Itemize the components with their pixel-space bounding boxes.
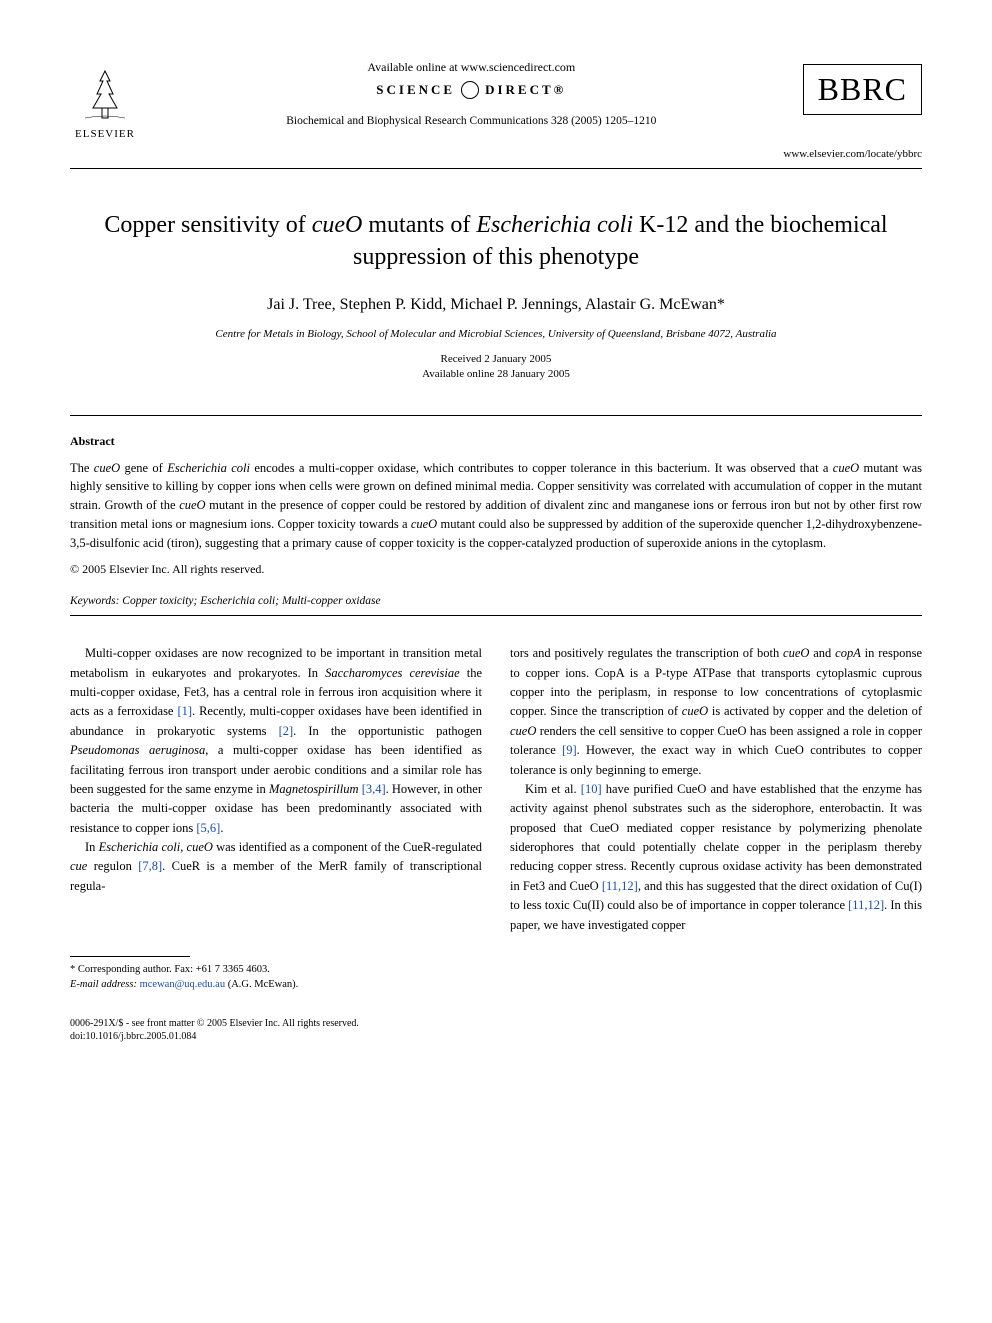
italic-text: copA [835, 646, 861, 660]
reference-link[interactable]: [10] [581, 782, 602, 796]
abstract-label: Abstract [70, 434, 922, 449]
corresponding-author: * Corresponding author. Fax: +61 7 3365 … [70, 963, 482, 978]
available-online-text: Available online at www.sciencedirect.co… [160, 60, 783, 75]
body-text: and [809, 646, 835, 660]
body-paragraph: In Escherichia coli, cueO was identified… [70, 838, 482, 896]
italic-text: cueO [94, 461, 120, 475]
received-date: Received 2 January 2005 [70, 352, 922, 367]
reference-link[interactable]: [11,12] [602, 879, 638, 893]
italic-text: cueO [833, 461, 859, 475]
available-date: Available online 28 January 2005 [70, 367, 922, 382]
abstract-rule-bottom [70, 615, 922, 616]
affiliation: Centre for Metals in Biology, School of … [70, 328, 922, 340]
reference-link[interactable]: [11,12] [848, 898, 884, 912]
reference-link[interactable]: [3,4] [362, 782, 386, 796]
reference-link[interactable]: [5,6] [196, 821, 220, 835]
article-title: Copper sensitivity of cueO mutants of Es… [70, 209, 922, 274]
body-text: was identified as a component of the Cue… [213, 840, 482, 854]
sciencedirect-text-left: SCIENCE [376, 82, 455, 98]
tree-icon [75, 66, 135, 126]
page-header: ELSEVIER Available online at www.science… [70, 60, 922, 140]
keywords: Keywords: Copper toxicity; Escherichia c… [70, 595, 922, 607]
abstract-copyright: © 2005 Elsevier Inc. All rights reserved… [70, 562, 922, 577]
italic-text: cueO [411, 517, 437, 531]
body-text: encodes a multi-copper oxidase, which co… [250, 461, 833, 475]
italic-text: Escherichia coli [167, 461, 250, 475]
sciencedirect-icon [461, 81, 479, 99]
journal-url[interactable]: www.elsevier.com/locate/ybbrc [70, 148, 922, 160]
bbrc-logo: BBRC [803, 64, 922, 115]
italic-text: Saccharomyces cerevisiae [325, 666, 460, 680]
sciencedirect-logo: SCIENCE DIRECT® [376, 81, 566, 99]
email-suffix: (A.G. McEwan). [225, 979, 298, 990]
italic-text: cue [70, 859, 87, 873]
body-text: have purified CueO and have established … [510, 782, 922, 893]
keywords-label: Keywords: [70, 595, 119, 607]
elsevier-logo: ELSEVIER [70, 60, 140, 140]
email-label: E-mail address: [70, 979, 137, 990]
abstract-rule-top [70, 415, 922, 416]
column-right: tors and positively regulates the transc… [510, 644, 922, 1042]
body-text: is activated by copper and the deletion … [708, 704, 922, 718]
footer-info: 0006-291X/$ - see front matter © 2005 El… [70, 1017, 482, 1043]
body-text: Kim et al. [525, 782, 581, 796]
body-text: In [85, 840, 99, 854]
body-text: tors and positively regulates the transc… [510, 646, 783, 660]
abstract-text: The cueO gene of Escherichia coli encode… [70, 459, 922, 553]
keywords-text: Copper toxicity; Escherichia coli; Multi… [119, 595, 380, 607]
column-left: Multi-copper oxidases are now recognized… [70, 644, 482, 1042]
body-text: regulon [87, 859, 138, 873]
italic-text: cueO [682, 704, 708, 718]
reference-link[interactable]: [1] [177, 704, 192, 718]
footer-line1: 0006-291X/$ - see front matter © 2005 El… [70, 1017, 482, 1030]
body-paragraph: Kim et al. [10] have purified CueO and h… [510, 780, 922, 935]
title-text: Copper sensitivity of [104, 212, 311, 238]
reference-link[interactable]: [2] [279, 724, 294, 738]
sciencedirect-text-right: DIRECT® [485, 82, 566, 98]
italic-text: cueO [187, 840, 213, 854]
body-columns: Multi-copper oxidases are now recognized… [70, 644, 922, 1042]
footer-line2: doi:10.1016/j.bbrc.2005.01.084 [70, 1030, 482, 1043]
footnote-block: * Corresponding author. Fax: +61 7 3365 … [70, 963, 482, 992]
italic-text: Magnetospirillum [269, 782, 359, 796]
body-text: . In the opportunistic pathogen [293, 724, 482, 738]
footnote-rule [70, 956, 190, 957]
authors: Jai J. Tree, Stephen P. Kidd, Michael P.… [70, 296, 922, 314]
italic-text: Escherichia coli [99, 840, 181, 854]
body-text: . [220, 821, 223, 835]
title-italic: cueO [312, 212, 363, 238]
center-header: Available online at www.sciencedirect.co… [140, 60, 803, 127]
journal-reference: Biochemical and Biophysical Research Com… [160, 115, 783, 127]
italic-text: cueO [510, 724, 536, 738]
header-rule [70, 168, 922, 169]
email-link[interactable]: mcewan@uq.edu.au [140, 979, 225, 990]
body-paragraph: tors and positively regulates the transc… [510, 644, 922, 780]
reference-link[interactable]: [9] [562, 743, 577, 757]
title-italic: Escherichia coli [476, 212, 633, 238]
title-text: mutants of [362, 212, 476, 238]
italic-text: Pseudomonas aeruginosa [70, 743, 205, 757]
body-paragraph: Multi-copper oxidases are now recognized… [70, 644, 482, 838]
italic-text: cueO [783, 646, 809, 660]
elsevier-label: ELSEVIER [75, 128, 135, 140]
dates: Received 2 January 2005 Available online… [70, 352, 922, 383]
italic-text: cueO [179, 498, 205, 512]
body-text: gene of [120, 461, 167, 475]
body-text: The [70, 461, 94, 475]
reference-link[interactable]: [7,8] [138, 859, 162, 873]
email-line: E-mail address: mcewan@uq.edu.au (A.G. M… [70, 978, 482, 993]
